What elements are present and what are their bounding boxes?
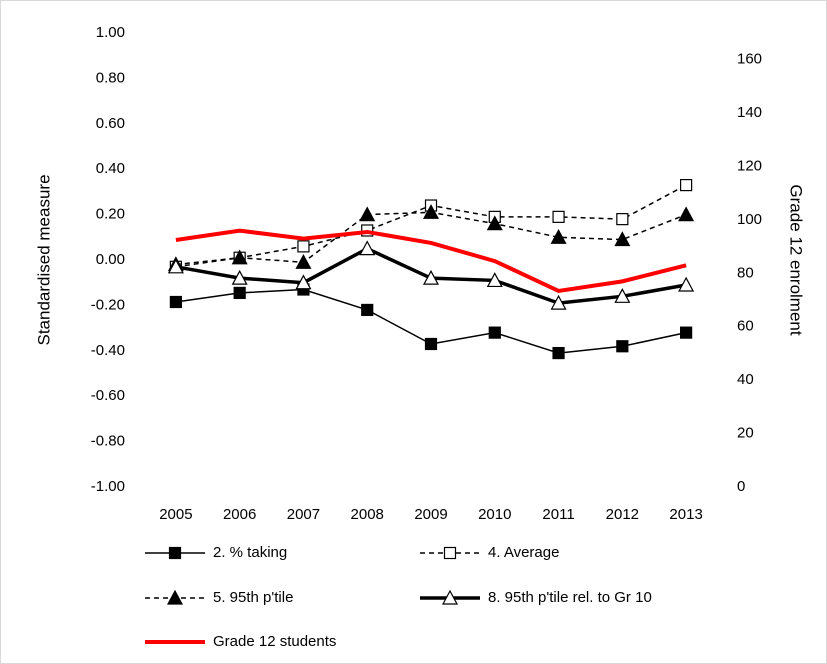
point — [486, 272, 503, 288]
y-tick-label: -0.80 — [91, 433, 125, 450]
point — [486, 215, 503, 231]
point — [361, 303, 374, 317]
legend-marker — [168, 546, 182, 560]
point — [678, 276, 695, 292]
point — [422, 204, 440, 219]
legend-label: 4. Average — [488, 544, 559, 561]
x-tick-label: 2009 — [414, 506, 447, 523]
point — [550, 294, 567, 310]
y2-tick-label: 120 — [737, 157, 762, 174]
point — [231, 269, 248, 285]
y-axis-label: Standardised measure — [34, 174, 53, 345]
x-tick-label: 2007 — [287, 506, 320, 523]
point — [169, 295, 182, 309]
point — [359, 240, 376, 256]
point — [295, 274, 312, 290]
point — [614, 288, 631, 303]
point — [297, 240, 310, 253]
point — [616, 213, 629, 226]
y-tick-label: 0.80 — [96, 69, 125, 86]
x-tick-label: 2013 — [669, 506, 702, 523]
legend-marker — [166, 589, 184, 605]
point — [614, 231, 631, 247]
point — [424, 337, 438, 351]
y-tick-label: 0.00 — [96, 251, 125, 268]
y2-tick-label: 40 — [737, 371, 754, 388]
y-tick-label: -1.00 — [91, 478, 125, 495]
y2-tick-label: 140 — [737, 104, 762, 121]
y2-tick-label: 160 — [737, 51, 762, 68]
point — [678, 206, 695, 222]
point — [231, 249, 248, 265]
y-tick-label: 0.60 — [96, 115, 125, 132]
legend-marker — [443, 546, 457, 560]
y2-tick-label: 80 — [737, 264, 754, 281]
y-tick-label: 0.40 — [96, 160, 125, 177]
point — [552, 346, 565, 360]
point — [233, 286, 246, 300]
legend-label: 8. 95th p'tile rel. to Gr 10 — [488, 589, 652, 606]
y2-tick-label: 0 — [737, 478, 745, 495]
point — [616, 340, 629, 353]
x-tick-label: 2005 — [159, 506, 192, 523]
y2-tick-label: 60 — [737, 318, 754, 335]
y2-tick-label: 20 — [737, 425, 754, 442]
point — [488, 326, 501, 339]
series-line — [175, 228, 687, 294]
point — [550, 229, 567, 244]
x-tick-label: 2011 — [542, 506, 574, 523]
legend-label: 5. 95th p'tile — [213, 589, 293, 606]
legend-label: 2. % taking — [213, 544, 287, 561]
y2-axis-label: Grade 12 enrolment — [787, 184, 806, 335]
x-tick-label: 2006 — [223, 506, 256, 523]
y-tick-label: -0.60 — [91, 387, 125, 404]
legend-label: Grade 12 students — [213, 633, 336, 650]
point — [422, 269, 440, 285]
point — [680, 326, 693, 339]
point — [680, 178, 693, 192]
y-tick-label: 1.00 — [96, 24, 125, 41]
x-tick-label: 2012 — [606, 506, 639, 523]
x-tick-label: 2008 — [351, 506, 384, 523]
legend-marker — [441, 589, 459, 605]
y2-tick-label: 100 — [737, 211, 762, 228]
point — [359, 206, 376, 222]
point — [167, 258, 184, 274]
x-tick-label: 2010 — [478, 506, 511, 523]
y-tick-label: -0.40 — [91, 342, 125, 359]
point — [295, 254, 312, 269]
point — [552, 210, 565, 223]
y-tick-label: -0.20 — [91, 296, 125, 313]
y-tick-label: 0.20 — [96, 206, 125, 223]
